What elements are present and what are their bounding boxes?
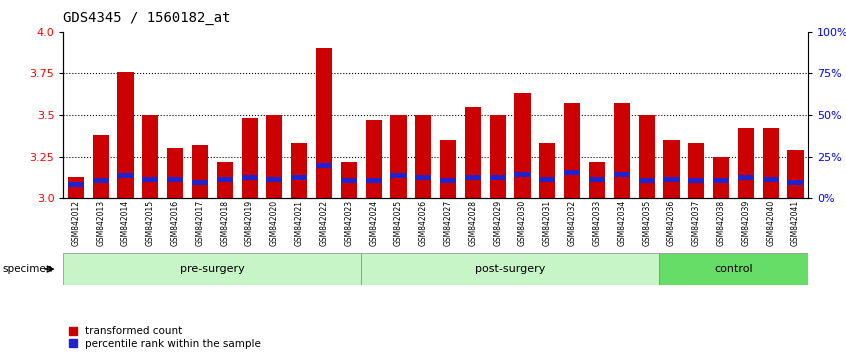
Bar: [659, 253, 808, 285]
Bar: [788, 180, 804, 185]
Bar: [713, 178, 729, 183]
Bar: [63, 253, 361, 285]
Bar: [291, 175, 307, 180]
Bar: [440, 140, 456, 198]
Text: post-surgery: post-surgery: [475, 264, 546, 274]
Bar: [192, 145, 208, 198]
Bar: [762, 129, 779, 198]
Text: specimen: specimen: [3, 264, 53, 274]
Bar: [613, 172, 630, 177]
Legend: transformed count, percentile rank within the sample: transformed count, percentile rank withi…: [69, 326, 261, 349]
Bar: [92, 135, 109, 198]
Bar: [361, 253, 659, 285]
Bar: [663, 177, 679, 182]
Bar: [217, 162, 233, 198]
Bar: [589, 162, 605, 198]
Bar: [316, 163, 332, 168]
Bar: [440, 178, 456, 183]
Bar: [68, 182, 84, 187]
Bar: [291, 143, 307, 198]
Bar: [738, 175, 754, 180]
Bar: [589, 177, 605, 182]
Bar: [241, 118, 258, 198]
Bar: [613, 103, 630, 198]
Bar: [390, 173, 407, 178]
Bar: [490, 175, 506, 180]
Bar: [92, 178, 109, 183]
Bar: [762, 177, 779, 182]
Bar: [663, 140, 679, 198]
Bar: [539, 143, 556, 198]
Bar: [217, 177, 233, 182]
Bar: [564, 103, 580, 198]
Bar: [241, 175, 258, 180]
Bar: [539, 177, 556, 182]
Bar: [490, 115, 506, 198]
Bar: [688, 143, 705, 198]
Bar: [142, 115, 158, 198]
Bar: [266, 177, 283, 182]
Bar: [464, 175, 481, 180]
Bar: [415, 115, 431, 198]
Bar: [118, 72, 134, 198]
Bar: [564, 170, 580, 175]
Bar: [365, 178, 382, 183]
Bar: [341, 162, 357, 198]
Bar: [167, 177, 184, 182]
Bar: [68, 177, 84, 198]
Bar: [365, 120, 382, 198]
Text: pre-surgery: pre-surgery: [180, 264, 244, 274]
Bar: [167, 148, 184, 198]
Bar: [639, 115, 655, 198]
Bar: [713, 156, 729, 198]
Bar: [639, 178, 655, 183]
Bar: [142, 177, 158, 182]
Bar: [688, 178, 705, 183]
Bar: [514, 172, 530, 177]
Text: control: control: [714, 264, 753, 274]
Bar: [415, 175, 431, 180]
Bar: [390, 115, 407, 198]
Bar: [341, 178, 357, 183]
Bar: [464, 107, 481, 198]
Text: GDS4345 / 1560182_at: GDS4345 / 1560182_at: [63, 11, 231, 25]
Bar: [514, 93, 530, 198]
Bar: [738, 129, 754, 198]
Bar: [316, 48, 332, 198]
Bar: [266, 115, 283, 198]
Bar: [788, 150, 804, 198]
Bar: [192, 180, 208, 185]
Bar: [118, 173, 134, 178]
